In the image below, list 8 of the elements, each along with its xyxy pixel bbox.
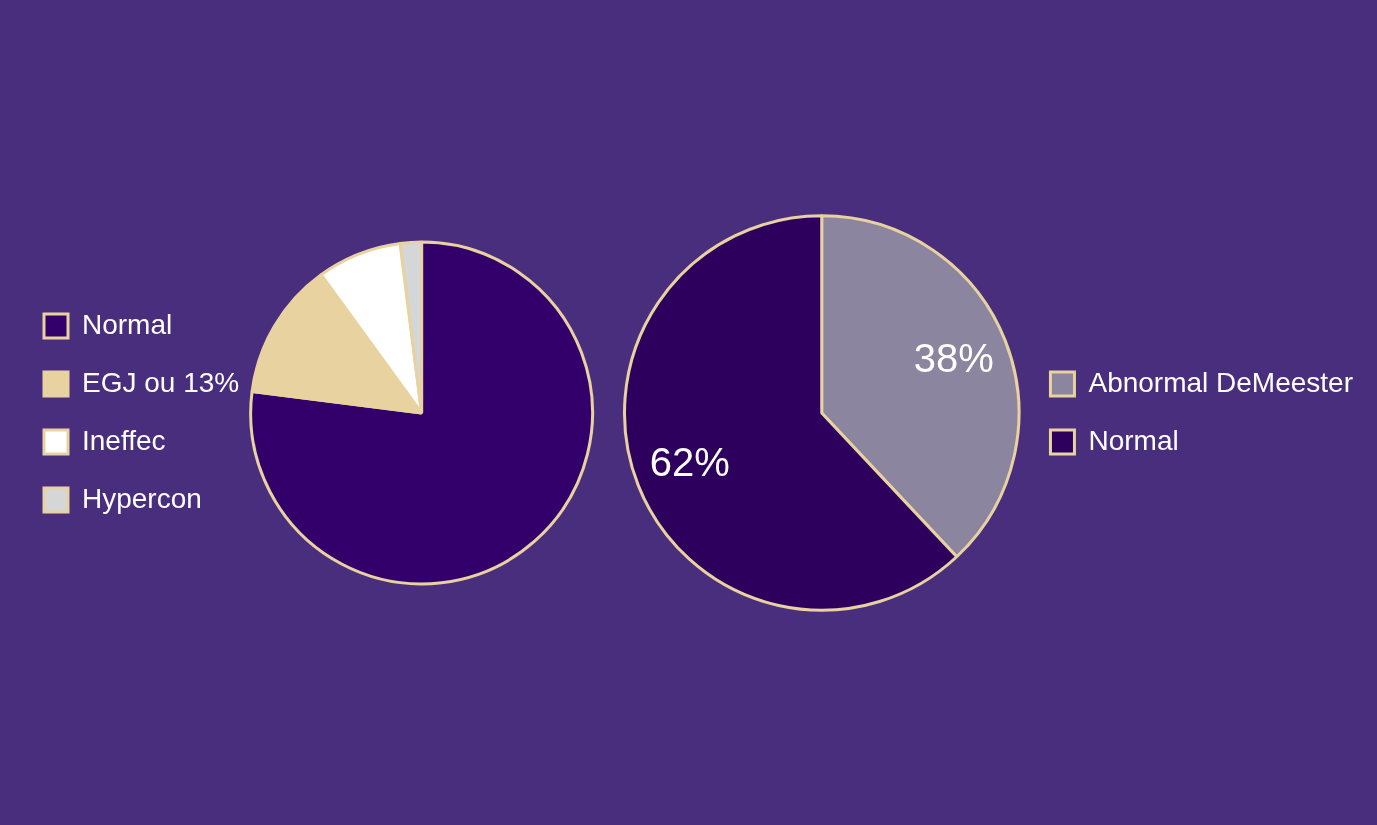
legend-label: EGJ ou 13% [82,366,240,398]
legend-label: Hypercon [82,482,203,514]
legend-label: Normal [1088,424,1179,456]
data-label: 38% [913,335,994,380]
legend-label: Normal [82,308,173,340]
legend-label: Ineffec [82,424,166,456]
legend-label: Abnormal DeMeester [1088,366,1353,398]
data-label: 62% [649,439,730,484]
